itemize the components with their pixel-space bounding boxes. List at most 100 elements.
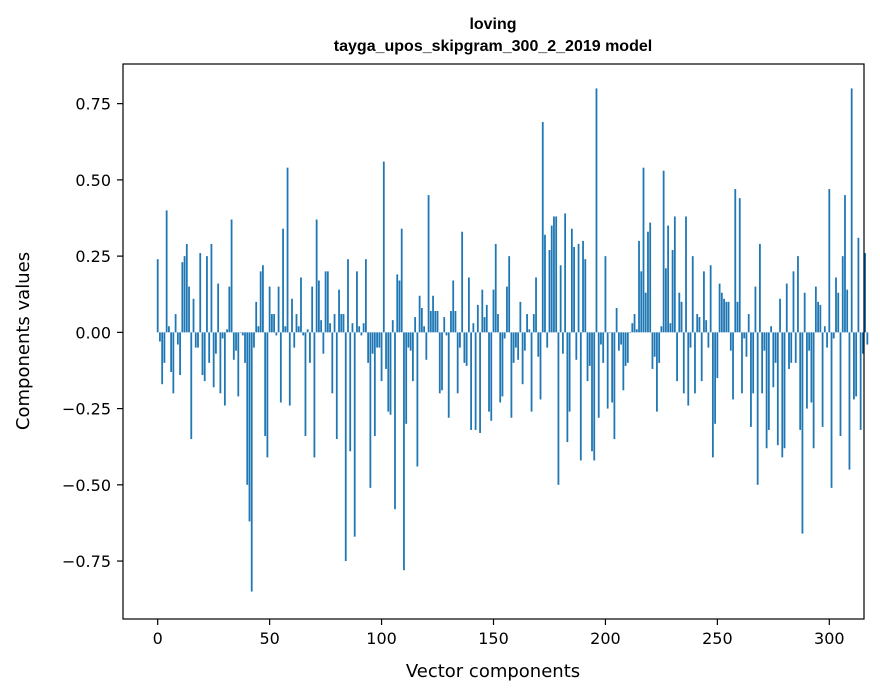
bar-298 bbox=[823, 326, 826, 333]
bar-175 bbox=[548, 250, 551, 333]
bar-212 bbox=[631, 323, 634, 333]
bar-260 bbox=[738, 198, 741, 333]
bar-228 bbox=[667, 225, 670, 333]
bar-54 bbox=[277, 286, 280, 333]
bar-289 bbox=[803, 292, 806, 333]
bar-297 bbox=[821, 332, 824, 427]
bar-86 bbox=[349, 332, 352, 452]
bar-203 bbox=[611, 332, 614, 403]
y-axis: −0.75 −0.50 −0.25 0.00 0.25 0.50 0.75 bbox=[62, 95, 123, 571]
bar-153 bbox=[499, 332, 502, 403]
bar-192 bbox=[586, 332, 589, 382]
bar-266 bbox=[752, 332, 755, 394]
bar-178 bbox=[555, 216, 558, 333]
bar-121 bbox=[427, 195, 430, 333]
bar-305 bbox=[839, 332, 842, 437]
bar-230 bbox=[671, 250, 674, 333]
bar-119 bbox=[423, 326, 425, 333]
x-axis: 0 50 100 150 200 250 300 bbox=[153, 619, 845, 648]
bar-126 bbox=[438, 332, 441, 394]
bar-310 bbox=[850, 88, 853, 333]
bar-254 bbox=[725, 301, 728, 333]
bar-21 bbox=[203, 332, 206, 382]
bar-112 bbox=[407, 332, 410, 348]
bar-77 bbox=[329, 323, 331, 333]
bar-302 bbox=[832, 332, 835, 339]
bar-251 bbox=[718, 283, 721, 333]
bar-293 bbox=[812, 332, 815, 449]
bar-11 bbox=[181, 262, 184, 333]
bar-158 bbox=[510, 332, 513, 418]
bar-162 bbox=[519, 301, 522, 333]
bar-24 bbox=[210, 243, 213, 333]
bar-208 bbox=[622, 332, 625, 391]
bar-264 bbox=[747, 314, 750, 333]
bar-265 bbox=[750, 332, 752, 427]
bar-183 bbox=[566, 332, 569, 443]
bar-256 bbox=[729, 332, 732, 351]
bar-165 bbox=[526, 314, 528, 333]
bar-26 bbox=[215, 332, 217, 354]
bar-193 bbox=[588, 332, 591, 366]
bar-253 bbox=[723, 298, 725, 333]
bar-157 bbox=[508, 256, 511, 333]
bar-220 bbox=[649, 222, 652, 333]
bar-40 bbox=[246, 332, 249, 485]
bar-34 bbox=[232, 332, 235, 360]
bar-252 bbox=[720, 292, 723, 333]
bar-224 bbox=[658, 332, 661, 363]
bar-267 bbox=[754, 286, 757, 333]
y-tick-label: −0.75 bbox=[62, 552, 111, 571]
bar-116 bbox=[416, 332, 419, 467]
x-axis-label: Vector components bbox=[406, 661, 580, 682]
bar-73 bbox=[320, 320, 323, 333]
bar-206 bbox=[617, 332, 620, 351]
bar-205 bbox=[615, 307, 618, 333]
bars-group bbox=[156, 88, 869, 592]
bar-306 bbox=[841, 256, 844, 333]
bar-154 bbox=[501, 332, 504, 397]
bar-89 bbox=[356, 271, 358, 333]
bar-117 bbox=[418, 295, 421, 333]
bar-87 bbox=[351, 323, 354, 333]
bar-169 bbox=[535, 277, 537, 333]
bar-197 bbox=[597, 332, 600, 418]
bar-301 bbox=[830, 332, 833, 488]
bar-155 bbox=[503, 332, 506, 339]
bar-307 bbox=[844, 195, 846, 333]
bar-107 bbox=[396, 274, 399, 333]
bar-124 bbox=[434, 311, 437, 333]
bar-9 bbox=[176, 332, 179, 345]
bar-120 bbox=[425, 332, 428, 360]
bar-139 bbox=[467, 277, 470, 333]
x-tick-label: 50 bbox=[259, 629, 279, 648]
bar-132 bbox=[452, 280, 455, 333]
bar-218 bbox=[644, 292, 647, 333]
bar-149 bbox=[490, 332, 493, 421]
bar-4 bbox=[165, 210, 168, 333]
bar-83 bbox=[342, 314, 345, 333]
bar-248 bbox=[711, 332, 714, 458]
bar-59 bbox=[288, 332, 291, 406]
bar-238 bbox=[689, 332, 692, 348]
bar-136 bbox=[461, 231, 464, 333]
bar-277 bbox=[776, 332, 779, 446]
bar-6 bbox=[170, 332, 173, 372]
bar-311 bbox=[853, 332, 855, 400]
bar-213 bbox=[633, 314, 636, 333]
chart-subtitle: tayga_upos_skipgram_300_2_2019 model bbox=[334, 38, 652, 55]
bar-63 bbox=[297, 326, 300, 333]
bar-144 bbox=[479, 332, 481, 433]
bar-268 bbox=[756, 332, 759, 485]
bar-70 bbox=[313, 332, 316, 458]
bar-249 bbox=[714, 332, 717, 424]
bar-278 bbox=[779, 298, 781, 333]
bar-66 bbox=[304, 332, 307, 437]
bar-130 bbox=[447, 332, 450, 418]
bar-67 bbox=[306, 329, 309, 333]
bar-229 bbox=[669, 323, 672, 333]
bar-198 bbox=[600, 332, 602, 345]
bar-188 bbox=[577, 243, 580, 333]
bar-127 bbox=[441, 332, 443, 391]
